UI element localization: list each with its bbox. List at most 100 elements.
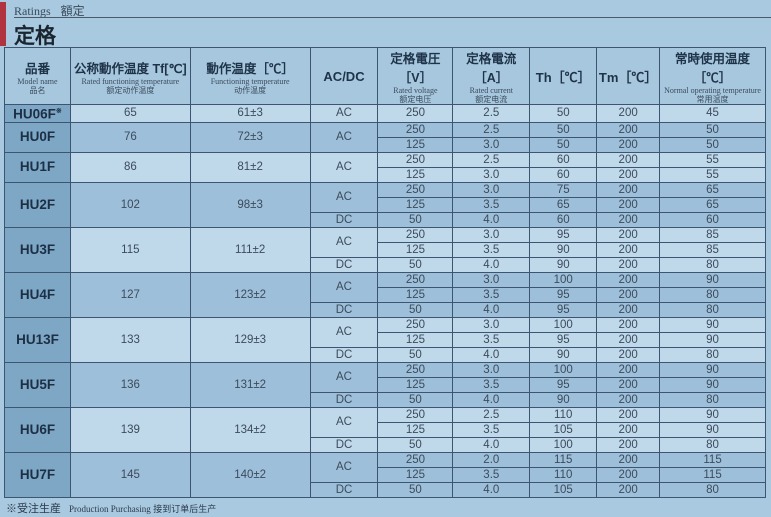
th-cell: 50 <box>529 121 598 138</box>
column-header: Tm［℃］ <box>596 47 661 105</box>
current-cell: 3.0 <box>452 166 531 183</box>
voltage-cell: 250 <box>377 151 454 168</box>
table-row: HU0F 76 72±3 AC 250 2.5 50 200 50 <box>4 121 766 153</box>
column-header: 定格電流［A］ Rated current 额定电流 <box>452 47 531 105</box>
current-cell: 3.5 <box>452 241 531 258</box>
normal-temp-cell: 50 <box>659 136 766 153</box>
voltage-cell: 125 <box>377 136 454 153</box>
model-cell: HU0F <box>4 121 71 153</box>
model-cell: HU5F <box>4 361 71 408</box>
tm-cell: 200 <box>596 406 661 423</box>
current-cell: 3.5 <box>452 466 531 483</box>
column-header-jp: 動作温度［℃］ <box>206 61 294 76</box>
tm-cell: 200 <box>596 436 661 453</box>
table-row: DC 50 4.0 105 200 80 <box>5 481 766 498</box>
normal-temp-cell: 80 <box>659 286 766 303</box>
tm-cell: 200 <box>596 196 661 213</box>
table-row: 125 3.5 110 200 115 <box>5 466 766 483</box>
tm-cell: 200 <box>596 481 661 498</box>
normal-temp-cell: 65 <box>659 181 766 198</box>
normal-temp-cell: 80 <box>659 346 766 363</box>
column-header: 定格電圧［V］ Rated voltage 额定电压 <box>377 47 454 105</box>
voltage-cell: 125 <box>377 466 454 483</box>
column-header-en: Rated voltage <box>393 86 438 95</box>
th-cell: 95 <box>529 331 598 348</box>
tm-cell: 200 <box>596 256 661 273</box>
current-cell: 4.0 <box>452 256 531 273</box>
acdc-cell: AC <box>309 361 379 393</box>
voltage-cell: 125 <box>377 196 454 213</box>
table-row: 125 3.5 95 200 90 <box>5 331 766 348</box>
table-row: 125 3.5 95 200 90 <box>5 376 766 393</box>
voltage-cell: 50 <box>377 346 454 363</box>
tm-cell: 200 <box>596 346 661 363</box>
current-cell: 3.5 <box>452 376 531 393</box>
tm-cell: 200 <box>596 466 661 483</box>
rated-temp-cell: 139 <box>69 406 191 453</box>
tm-cell: 200 <box>596 104 661 123</box>
tm-cell: 200 <box>596 271 661 288</box>
th-cell: 110 <box>529 466 598 483</box>
model-name: HU6F <box>19 421 56 437</box>
acdc-cell: DC <box>309 301 379 318</box>
acdc-cell: DC <box>309 256 379 273</box>
model-name: HU4F <box>19 286 56 302</box>
func-temp-cell: 134±2 <box>189 406 311 453</box>
current-cell: 3.5 <box>452 286 531 303</box>
func-temp-cell: 123±2 <box>189 271 311 318</box>
th-cell: 100 <box>529 436 598 453</box>
normal-temp-cell: 80 <box>659 481 766 498</box>
tm-cell: 200 <box>596 286 661 303</box>
section-accent-bar <box>0 2 6 46</box>
table-row: 125 3.5 65 200 65 <box>5 196 766 213</box>
table-row: HU1F 86 81±2 AC 250 2.5 60 200 55 <box>4 151 766 183</box>
normal-temp-cell: 55 <box>659 151 766 168</box>
ratings-table: 品番 Model name 品名 公称動作温度 Tf[℃] Rated function… <box>4 47 766 498</box>
voltage-cell: 250 <box>377 451 454 468</box>
th-cell: 100 <box>529 361 598 378</box>
table-row: DC 50 4.0 90 200 80 <box>5 256 766 273</box>
model-cell: HU3F <box>4 226 71 273</box>
th-cell: 50 <box>529 104 598 123</box>
column-header-jp: 公称動作温度 Tf[℃] <box>74 61 187 76</box>
tm-cell: 200 <box>596 181 661 198</box>
normal-temp-cell: 80 <box>659 436 766 453</box>
model-cell: HU2F <box>4 181 71 228</box>
acdc-cell: AC <box>309 151 379 183</box>
th-cell: 60 <box>529 151 598 168</box>
model-name: HU5F <box>19 376 56 392</box>
table-row: DC 50 4.0 100 200 80 <box>5 436 766 453</box>
table-row: HU4F 127 123±2 AC 250 3.0 100 200 90 <box>4 271 766 318</box>
th-cell: 60 <box>529 166 598 183</box>
column-header: 動作温度［℃］ Functioning temperature 动作温度 <box>189 47 311 105</box>
column-header-en: Rated current <box>469 86 513 95</box>
normal-temp-cell: 85 <box>659 226 766 243</box>
voltage-cell: 125 <box>377 166 454 183</box>
model-cell: HU1F <box>4 151 71 183</box>
rated-temp-cell: 65 <box>69 104 191 123</box>
normal-temp-cell: 115 <box>659 451 766 468</box>
voltage-cell: 250 <box>377 406 454 423</box>
voltage-cell: 50 <box>377 211 454 228</box>
subtitle-en: Ratings <box>14 4 51 18</box>
th-cell: 105 <box>529 421 598 438</box>
voltage-cell: 250 <box>377 271 454 288</box>
table-row: 125 3.5 90 200 85 <box>5 241 766 258</box>
tm-cell: 200 <box>596 136 661 153</box>
tm-cell: 200 <box>596 211 661 228</box>
voltage-cell: 250 <box>377 181 454 198</box>
model-name: HU0F <box>19 129 56 144</box>
voltage-cell: 250 <box>377 316 454 333</box>
tm-cell: 200 <box>596 451 661 468</box>
column-header-label: AC/DC <box>323 68 365 84</box>
acdc-cell: AC <box>309 181 379 213</box>
rated-temp-cell: 145 <box>69 451 191 498</box>
table-row: HU2F 102 98±3 AC 250 3.0 75 200 65 <box>4 181 766 228</box>
acdc-cell: AC <box>309 104 379 123</box>
normal-temp-cell: 45 <box>659 104 766 123</box>
tm-cell: 200 <box>596 376 661 393</box>
normal-temp-cell: 50 <box>659 121 766 138</box>
table-row: HU13F 133 129±3 AC 250 3.0 100 200 90 <box>4 316 766 363</box>
current-cell: 2.5 <box>452 121 531 138</box>
current-cell: 3.0 <box>452 226 531 243</box>
